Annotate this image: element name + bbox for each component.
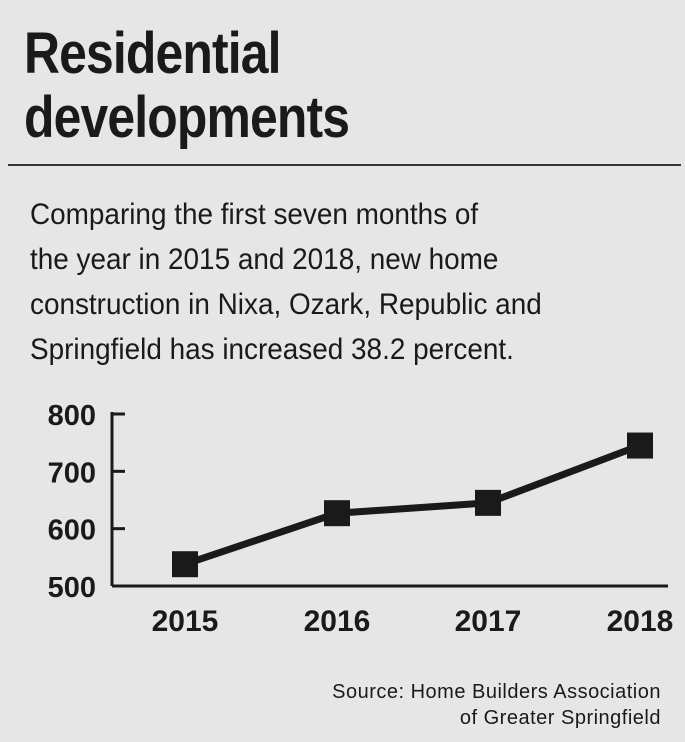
subtitle-line-4: Springfield has increased 38.2 percent.: [30, 333, 514, 366]
source-line-1: Source: Home Builders Association: [332, 681, 661, 703]
y-tick-label-600: 600: [48, 515, 96, 547]
subtitle-line-2: the year in 2015 and 2018, new home: [30, 243, 499, 276]
title-divider: [8, 164, 681, 166]
subtitle-line-3: construction in Nixa, Ozark, Republic an…: [30, 288, 542, 321]
source-note: Source: Home Builders Association of Gre…: [332, 679, 661, 731]
data-point-2016: [324, 500, 350, 527]
y-tick-label-800: 800: [48, 400, 96, 432]
line-chart: 500 600 700 800 2015 2016 2017 2018: [48, 400, 674, 638]
data-point-2015: [172, 551, 198, 578]
data-point-2017: [475, 489, 501, 516]
x-tick-label-2015: 2015: [152, 605, 219, 638]
x-tick-label-2018: 2018: [607, 605, 674, 638]
chart-title: Residential developments: [24, 22, 574, 150]
y-tick-label-700: 700: [48, 457, 96, 489]
chart-subtitle: Comparing the first seven months of the …: [30, 192, 625, 372]
x-tick-label-2016: 2016: [304, 605, 371, 638]
series-path: [183, 442, 642, 568]
series-line: [172, 432, 653, 578]
subtitle-line-1: Comparing the first seven months of: [30, 198, 479, 231]
title-line-1: Residential: [24, 21, 282, 86]
title-line-2: developments: [24, 85, 350, 150]
data-point-2018: [627, 432, 653, 459]
y-axis: 500 600 700 800: [48, 400, 125, 604]
y-tick-label-500: 500: [48, 572, 96, 604]
source-line-2: of Greater Springfield: [459, 707, 661, 729]
x-tick-label-2017: 2017: [455, 605, 522, 638]
x-axis: 2015 2016 2017 2018: [112, 584, 674, 638]
